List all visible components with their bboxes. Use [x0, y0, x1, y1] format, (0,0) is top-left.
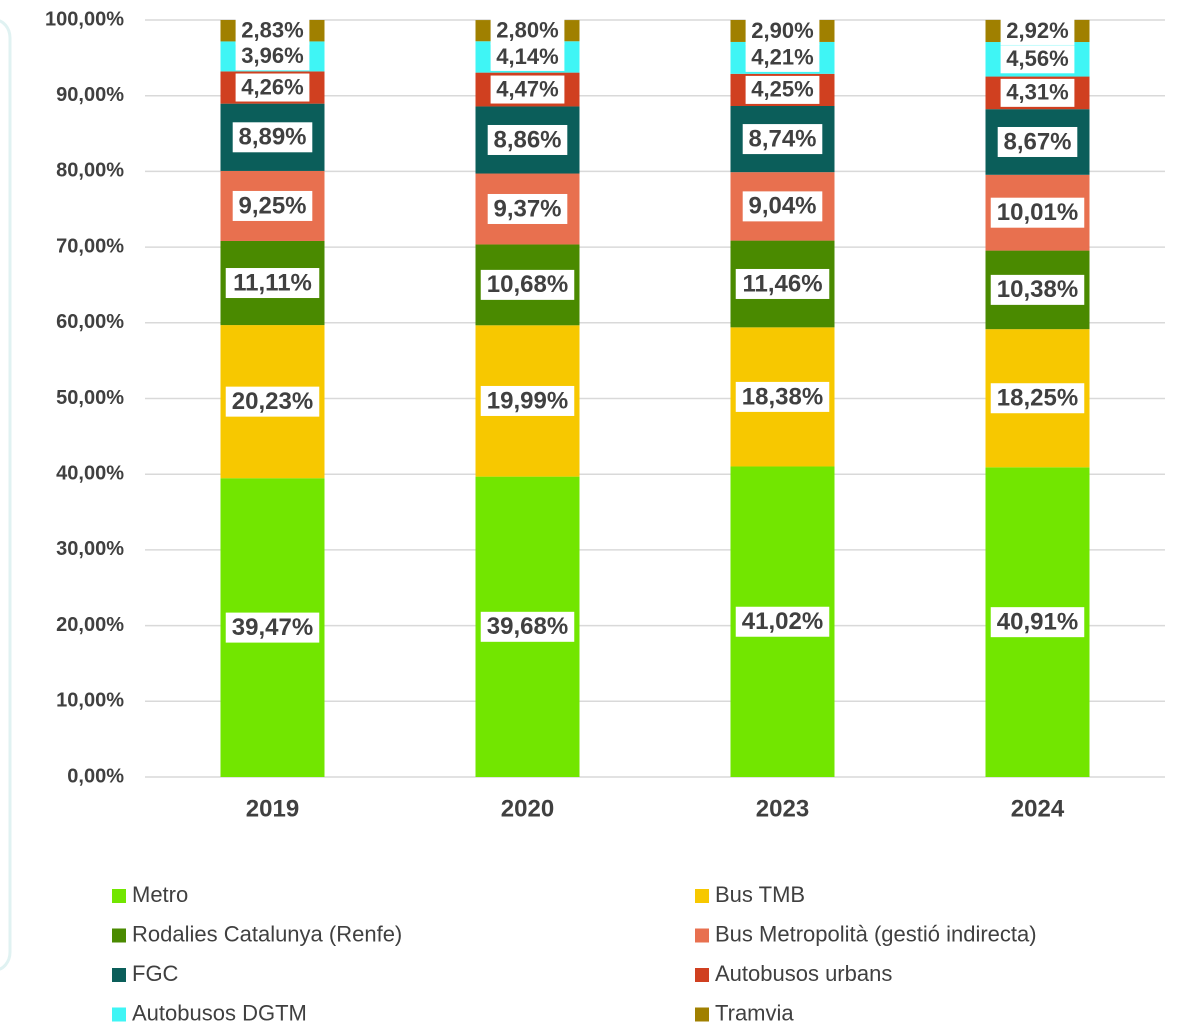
y-tick-label: 90,00%	[56, 84, 124, 106]
value-label-box	[1000, 45, 1075, 74]
value-label-box	[490, 42, 565, 71]
value-label: 20,23%	[232, 388, 313, 415]
x-tick-label: 2024	[1011, 795, 1065, 822]
legend-swatch	[695, 1007, 709, 1022]
legend-label: Bus Metropolità (gestió indirecta)	[715, 921, 1037, 946]
value-label: 4,31%	[1006, 80, 1068, 105]
value-label: 2,90%	[751, 18, 813, 43]
legend-label: Autobusos DGTM	[132, 1000, 307, 1024]
value-label-box	[232, 190, 313, 221]
value-label-box	[235, 42, 310, 71]
value-label-box	[990, 274, 1085, 305]
value-label-box	[742, 191, 823, 222]
value-label-box	[735, 381, 830, 412]
value-label: 4,26%	[241, 74, 303, 99]
value-label: 18,25%	[997, 385, 1078, 412]
value-label-box	[480, 269, 575, 300]
value-label: 8,67%	[1003, 128, 1071, 155]
value-label: 2,80%	[496, 17, 558, 42]
value-label: 10,38%	[997, 276, 1078, 303]
value-label: 4,21%	[751, 45, 813, 70]
value-label-box	[735, 268, 830, 299]
legend-swatch	[112, 1007, 126, 1022]
value-label: 2,83%	[241, 18, 303, 43]
value-label-box	[990, 607, 1085, 638]
value-label: 8,74%	[748, 125, 816, 152]
value-label: 10,68%	[487, 271, 568, 298]
value-label-box	[735, 606, 830, 637]
value-label-box	[480, 611, 575, 642]
value-label: 4,14%	[496, 44, 558, 69]
y-tick-label: 70,00%	[56, 235, 124, 257]
value-label: 39,68%	[487, 613, 568, 640]
y-tick-label: 0,00%	[67, 765, 124, 787]
value-label: 41,02%	[742, 608, 823, 635]
value-label-box	[232, 122, 313, 153]
value-label-box	[225, 612, 320, 643]
value-label: 18,38%	[742, 383, 823, 410]
legend-swatch	[112, 968, 126, 982]
legend-swatch	[695, 968, 709, 982]
value-label: 3,96%	[241, 43, 303, 68]
value-label-box	[997, 126, 1078, 157]
value-label: 9,25%	[238, 192, 306, 219]
value-label-box	[745, 43, 820, 72]
legend-swatch	[112, 928, 126, 943]
value-label-box	[990, 383, 1085, 414]
value-label-box	[235, 73, 310, 102]
y-tick-label: 40,00%	[56, 462, 124, 484]
value-label-box	[745, 75, 820, 104]
legend-label: FGC	[132, 961, 179, 986]
value-label: 8,86%	[493, 126, 561, 153]
value-label: 10,01%	[997, 199, 1078, 226]
value-label: 19,99%	[487, 387, 568, 414]
x-tick-label: 2020	[501, 795, 554, 822]
legend-swatch	[695, 928, 709, 943]
legend-swatch	[112, 889, 126, 903]
value-label: 9,04%	[748, 193, 816, 220]
legend-label: Autobusos urbans	[715, 961, 892, 986]
value-label: 40,91%	[997, 608, 1078, 635]
panel-border	[0, 19, 12, 971]
value-label: 4,25%	[751, 77, 813, 102]
value-label-box	[225, 386, 320, 417]
value-label: 4,47%	[496, 76, 558, 101]
legend-label: Bus TMB	[715, 882, 805, 907]
y-tick-label: 80,00%	[56, 160, 124, 182]
y-tick-label: 20,00%	[56, 614, 124, 636]
x-tick-label: 2019	[246, 795, 299, 822]
legend-label: Rodalies Catalunya (Renfe)	[132, 921, 402, 946]
value-label-box	[490, 75, 565, 104]
y-tick-label: 60,00%	[56, 311, 124, 333]
value-label-box	[235, 16, 310, 45]
value-label: 11,46%	[742, 270, 822, 297]
value-label-box	[1000, 78, 1075, 107]
y-tick-label: 50,00%	[56, 387, 124, 409]
x-tick-label: 2023	[756, 795, 809, 822]
legend-label: Tramvia	[715, 1000, 794, 1024]
value-label: 4,56%	[1006, 46, 1068, 71]
value-label-box	[225, 268, 320, 299]
value-label: 11,11%	[233, 269, 312, 296]
legend-swatch	[695, 889, 709, 903]
y-tick-label: 10,00%	[56, 690, 124, 712]
legend-label: Metro	[132, 882, 188, 907]
value-label-box	[490, 16, 565, 45]
value-label-box	[745, 16, 820, 45]
y-tick-label: 30,00%	[56, 538, 124, 560]
value-label: 39,47%	[232, 614, 313, 641]
value-label-box	[487, 193, 568, 224]
value-label: 2,92%	[1006, 18, 1068, 43]
value-label-box	[480, 385, 575, 416]
value-label-box	[990, 197, 1085, 228]
value-label-box	[487, 124, 568, 155]
value-label: 9,37%	[493, 195, 561, 222]
value-label-box	[1000, 16, 1075, 45]
value-label-box	[742, 124, 823, 155]
value-label: 8,89%	[238, 124, 306, 151]
y-tick-label: 100,00%	[45, 8, 124, 30]
